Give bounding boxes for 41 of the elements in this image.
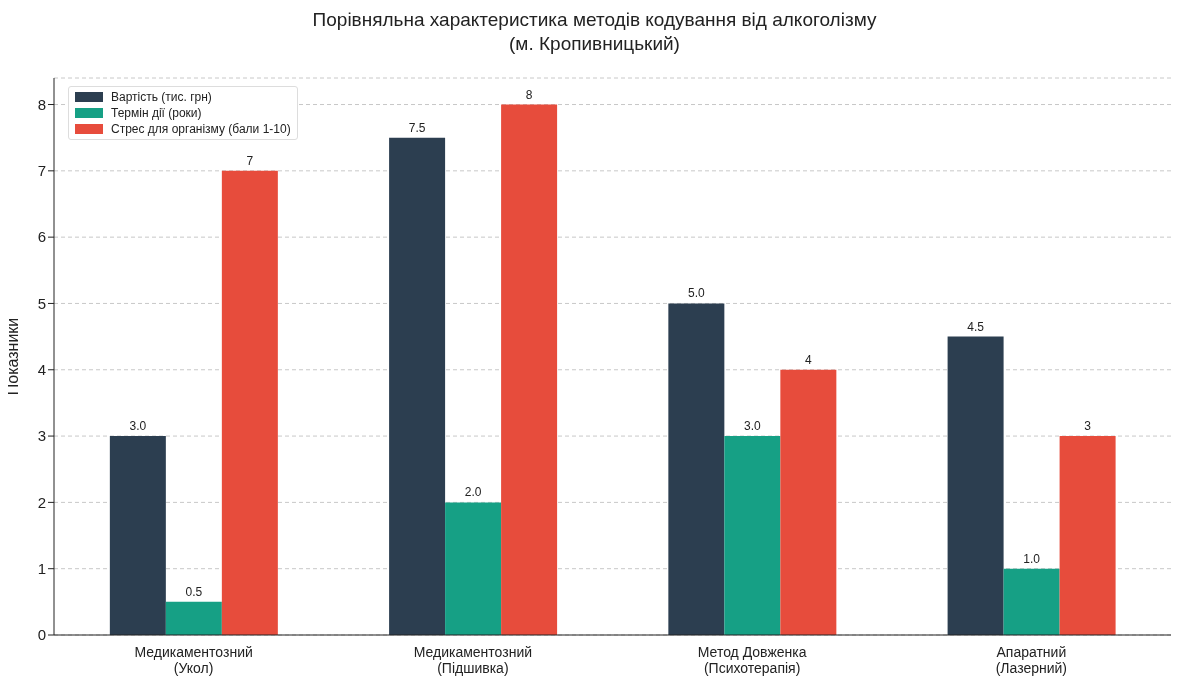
bar	[724, 436, 781, 635]
legend-label: Вартість (тис. грн)	[111, 89, 212, 105]
y-tick-label: 2	[37, 493, 46, 511]
data-label: 3.0	[744, 419, 762, 434]
bar	[165, 601, 222, 635]
data-label: 8	[525, 87, 533, 102]
legend-label: Термін дії (роки)	[111, 105, 202, 121]
bar	[947, 336, 1004, 635]
y-tick-label: 4	[37, 361, 46, 379]
x-tick-label: Медикаментозний (Підшивка)	[413, 644, 533, 676]
x-tick-label: Медикаментозний (Укол)	[134, 644, 253, 676]
bar	[780, 369, 837, 635]
data-label: 4.5	[967, 319, 985, 334]
bar	[109, 436, 166, 635]
data-label: 3	[1084, 419, 1092, 434]
y-tick-label: 5	[37, 294, 46, 312]
data-label: 0.5	[185, 584, 203, 599]
bar	[1059, 436, 1116, 635]
y-tick-label: 7	[37, 162, 46, 180]
x-tick-label: Метод Довженка (Психотерапія)	[697, 644, 807, 676]
y-tick-label: 6	[37, 228, 46, 246]
data-label: 3.0	[129, 419, 147, 434]
chart-title: Порівняльна характеристика методів кодування від алкоголізму (м. Кропивницький)	[311, 8, 878, 56]
bar	[1003, 568, 1060, 635]
bar	[445, 502, 502, 635]
bar	[668, 303, 725, 635]
y-tick-label: 8	[37, 95, 46, 113]
data-label: 5.0	[688, 286, 706, 301]
y-tick-label: 3	[37, 427, 46, 445]
bar	[501, 104, 558, 635]
y-tick-label: 0	[37, 626, 46, 644]
bar	[389, 137, 446, 635]
data-label: 2.0	[464, 485, 482, 500]
data-label: 1.0	[1023, 551, 1041, 566]
legend-label: Стрес для організму (бали 1-10)	[111, 121, 291, 137]
data-label: 4	[805, 352, 813, 367]
data-label: 7.5	[408, 120, 426, 135]
data-label: 7	[246, 153, 254, 168]
x-tick-label: Апаратний (Лазерний)	[995, 644, 1068, 676]
bar	[221, 170, 278, 635]
y-tick-label: 1	[37, 560, 46, 578]
